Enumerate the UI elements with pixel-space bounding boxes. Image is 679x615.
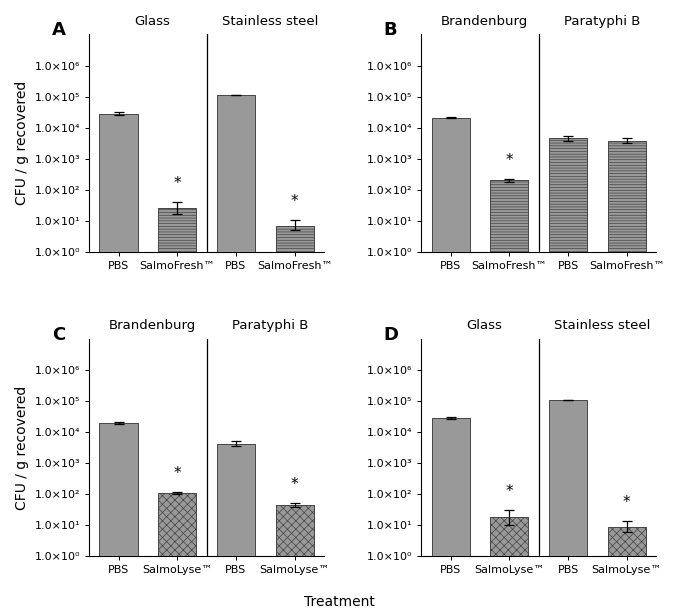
Text: Paratyphi B: Paratyphi B bbox=[232, 319, 308, 333]
Text: *: * bbox=[506, 153, 513, 168]
Bar bbox=[217, 444, 255, 615]
Text: *: * bbox=[291, 194, 299, 209]
Text: A: A bbox=[52, 22, 65, 39]
Bar bbox=[217, 95, 255, 615]
Text: *: * bbox=[291, 477, 299, 492]
Bar bbox=[549, 400, 587, 615]
Bar bbox=[549, 138, 587, 615]
Text: Glass: Glass bbox=[134, 15, 170, 28]
Text: Brandenburg: Brandenburg bbox=[441, 15, 528, 28]
Text: Stainless steel: Stainless steel bbox=[554, 319, 650, 333]
Text: *: * bbox=[623, 495, 631, 510]
Bar bbox=[490, 180, 528, 615]
Text: Glass: Glass bbox=[466, 319, 502, 333]
Bar bbox=[608, 526, 646, 615]
Text: B: B bbox=[384, 22, 397, 39]
Bar bbox=[158, 493, 196, 615]
Text: *: * bbox=[173, 177, 181, 191]
Text: Treatment: Treatment bbox=[304, 595, 375, 609]
Text: D: D bbox=[384, 326, 399, 344]
Y-axis label: CFU / g recovered: CFU / g recovered bbox=[15, 81, 29, 205]
Text: Paratyphi B: Paratyphi B bbox=[564, 15, 640, 28]
Bar bbox=[432, 117, 470, 615]
Bar bbox=[100, 114, 138, 615]
Bar bbox=[158, 208, 196, 615]
Bar bbox=[608, 141, 646, 615]
Bar bbox=[100, 423, 138, 615]
Text: *: * bbox=[173, 466, 181, 481]
Bar bbox=[490, 517, 528, 615]
Text: Stainless steel: Stainless steel bbox=[222, 15, 318, 28]
Text: C: C bbox=[52, 326, 65, 344]
Bar bbox=[276, 505, 314, 615]
Text: *: * bbox=[506, 484, 513, 499]
Bar bbox=[432, 418, 470, 615]
Bar bbox=[276, 226, 314, 615]
Y-axis label: CFU / g recovered: CFU / g recovered bbox=[15, 386, 29, 510]
Text: Brandenburg: Brandenburg bbox=[109, 319, 196, 333]
